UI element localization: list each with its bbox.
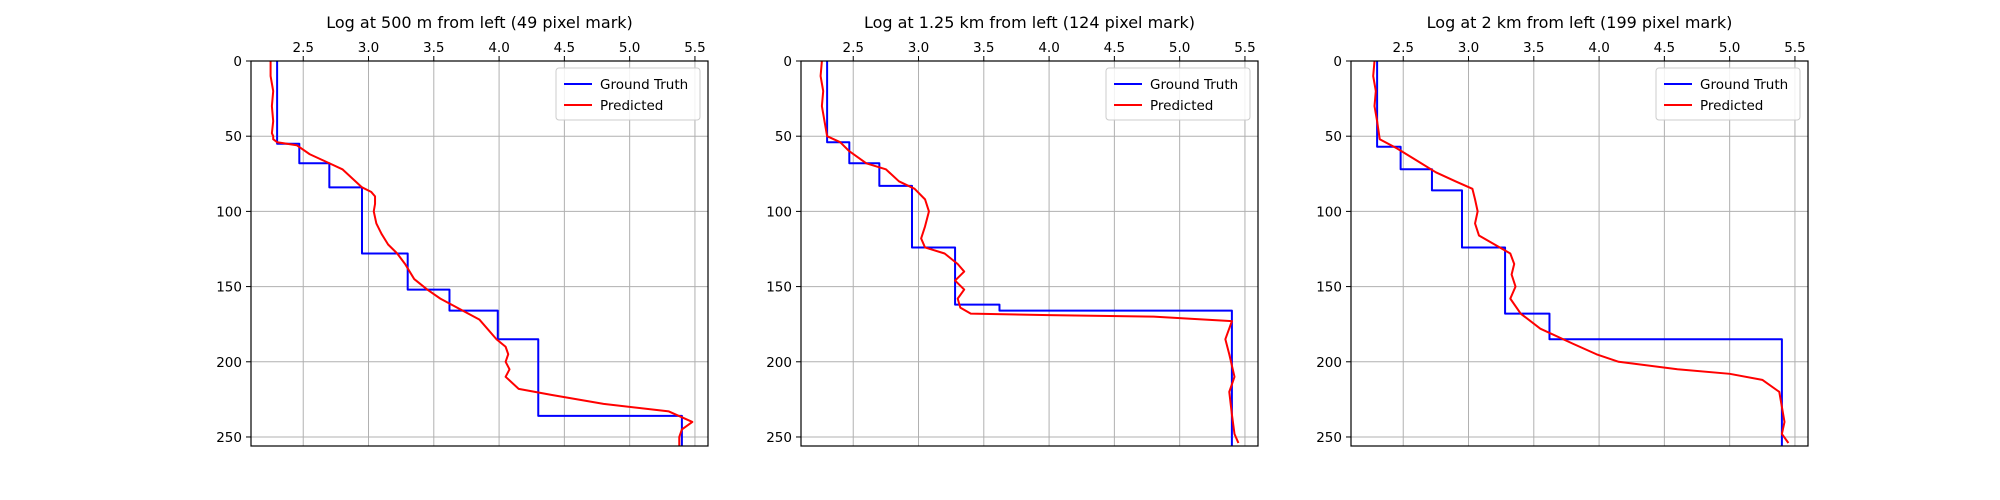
legend-box — [1655, 67, 1801, 121]
y-tick-label: 200 — [1316, 355, 1342, 371]
x-tick-label: 4.0 — [1038, 40, 1059, 56]
y-tick-label: 50 — [775, 129, 792, 145]
x-tick-label: 3.0 — [908, 40, 929, 56]
x-tick-label: 4.5 — [1654, 40, 1675, 56]
ground-truth-line — [826, 61, 1233, 446]
legend-box — [555, 67, 701, 121]
legend-label-ground-truth: Ground Truth — [600, 77, 688, 93]
x-tick-label: 5.0 — [1169, 40, 1190, 56]
legend: Ground Truth Predicted — [555, 67, 701, 121]
chart-panel-1: 2.5 3.0 3.5 4.0 4.5 5.0 5.5 0 50 100 150 200 250 Log … — [216, 13, 709, 447]
x-tick-label: 3.5 — [1523, 40, 1544, 56]
predicted-line — [1372, 60, 1790, 444]
y-tick-label: 0 — [1333, 54, 1342, 70]
x-tick-label: 3.0 — [1458, 40, 1479, 56]
x-tick-label: 3.0 — [358, 40, 379, 56]
ground-truth-line — [276, 61, 683, 446]
legend-label-ground-truth: Ground Truth — [1700, 77, 1788, 93]
y-tick-label: 250 — [1316, 430, 1342, 446]
x-tick-label: 5.0 — [1719, 40, 1740, 56]
axes-frame — [1350, 60, 1809, 447]
x-tick-label: 3.5 — [423, 40, 444, 56]
x-tick-label: 4.0 — [1588, 40, 1609, 56]
legend-label-predicted: Predicted — [600, 98, 663, 114]
y-tick-label: 100 — [1316, 204, 1342, 220]
x-tick-label: 5.0 — [619, 40, 640, 56]
x-tick-label: 2.5 — [1392, 40, 1413, 56]
predicted-line — [269, 61, 694, 446]
y-tick-label: 0 — [233, 54, 242, 70]
chart-title: Log at 500 m from left (49 pixel mark) — [326, 13, 633, 32]
x-tick-label: 4.0 — [488, 40, 509, 56]
legend-label-ground-truth: Ground Truth — [1150, 77, 1238, 93]
x-tick-label: 3.5 — [973, 40, 994, 56]
axes-frame — [800, 60, 1259, 447]
y-tick-label: 150 — [1316, 280, 1342, 296]
y-tick-label: 150 — [766, 280, 792, 296]
legend-label-predicted: Predicted — [1150, 98, 1213, 114]
y-tick-label: 200 — [766, 355, 792, 371]
predicted-line — [819, 60, 1240, 444]
y-tick-label: 150 — [216, 280, 242, 296]
axes-frame — [250, 60, 709, 447]
chart-title: Log at 1.25 km from left (124 pixel mark… — [864, 13, 1195, 32]
y-tick-label: 100 — [766, 204, 792, 220]
y-tick-label: 50 — [1325, 129, 1342, 145]
legend: Ground Truth Predicted — [1105, 67, 1251, 121]
y-tick-label: 100 — [216, 204, 242, 220]
legend: Ground Truth Predicted — [1655, 67, 1801, 121]
y-tick-label: 250 — [766, 430, 792, 446]
y-tick-label: 200 — [216, 355, 242, 371]
legend-box — [1105, 67, 1251, 121]
y-tick-label: 0 — [783, 54, 792, 70]
chart-panel-2: 2.5 3.0 3.5 4.0 4.5 5.0 5.5 0 50 100 150 200 250 Log … — [766, 13, 1259, 447]
x-tick-label: 2.5 — [292, 40, 313, 56]
x-tick-label: 5.5 — [684, 40, 705, 56]
chart-title: Log at 2 km from left (199 pixel mark) — [1427, 13, 1733, 32]
x-tick-label: 2.5 — [842, 40, 863, 56]
x-tick-label: 5.5 — [1234, 40, 1255, 56]
y-tick-label: 250 — [216, 430, 242, 446]
x-tick-label: 4.5 — [1104, 40, 1125, 56]
legend-label-predicted: Predicted — [1700, 98, 1763, 114]
x-tick-label: 4.5 — [554, 40, 575, 56]
chart-panel-3: 2.5 3.0 3.5 4.0 4.5 5.0 5.5 0 50 100 150 200 250 Log … — [1316, 13, 1809, 447]
x-tick-label: 5.5 — [1784, 40, 1805, 56]
y-tick-label: 50 — [225, 129, 242, 145]
